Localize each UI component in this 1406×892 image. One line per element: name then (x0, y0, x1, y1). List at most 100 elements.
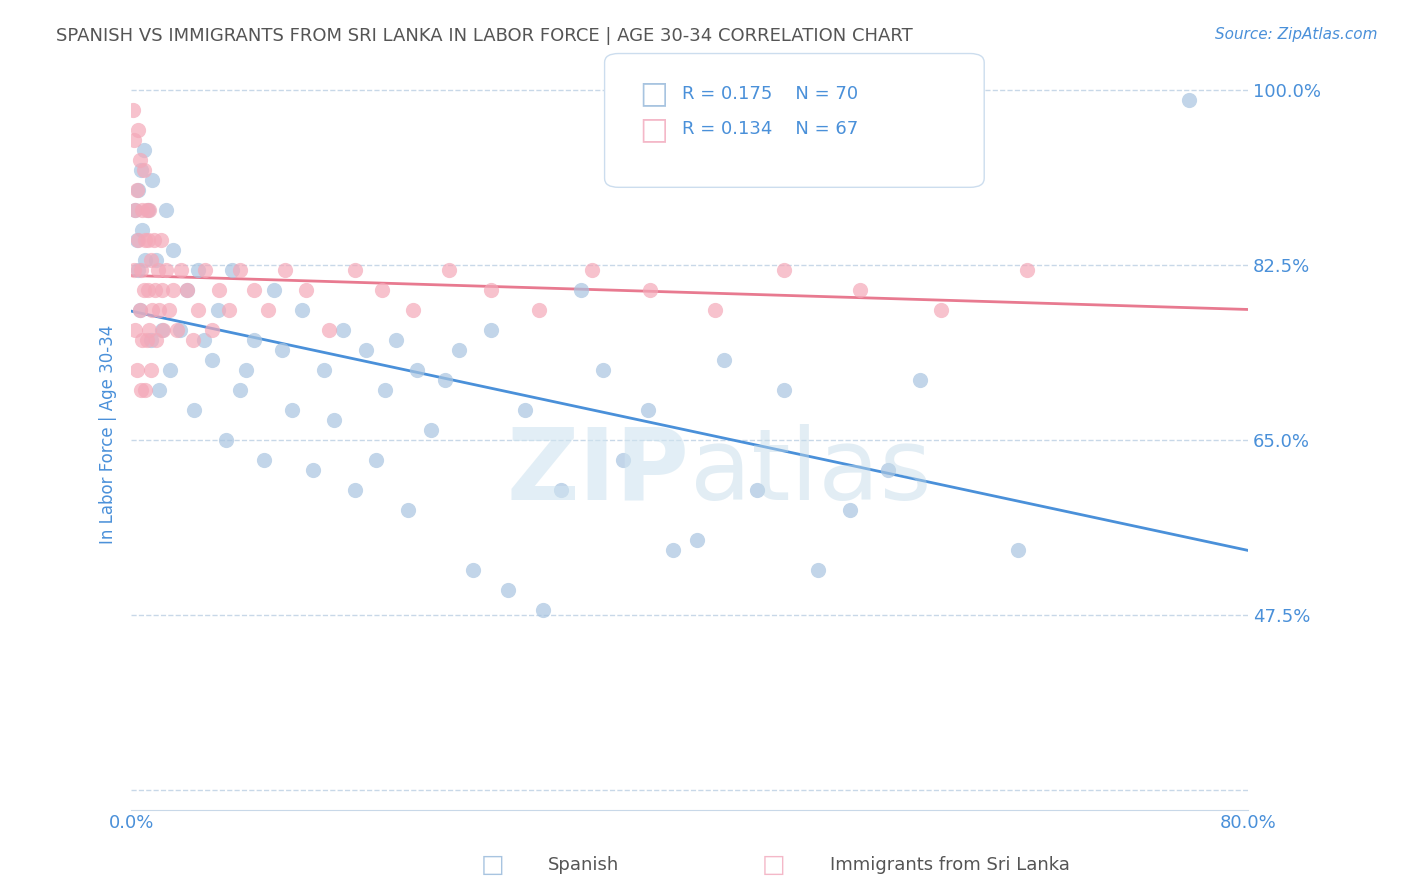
Point (439, 262, 461, 277)
Point (176, 283, 198, 297)
Point (592, 362, 614, 376)
Point (162, 283, 184, 297)
Point (257, 302, 280, 317)
Point (122, 132, 145, 146)
Point (640, 283, 662, 297)
Point (127, 262, 149, 277)
Point (807, 563, 830, 577)
Point (138, 322, 160, 336)
Point (449, 343, 471, 357)
Text: atlas: atlas (689, 424, 931, 521)
Point (312, 362, 335, 376)
Text: Spanish: Spanish (548, 856, 620, 874)
Point (139, 362, 162, 376)
Point (149, 233, 172, 247)
Point (145, 333, 167, 347)
Point (685, 533, 707, 547)
Point (128, 302, 150, 317)
Text: □: □ (762, 854, 785, 877)
Point (612, 452, 634, 467)
Point (318, 322, 340, 336)
Point (294, 283, 316, 297)
Point (550, 483, 572, 497)
Point (142, 233, 165, 247)
Y-axis label: In Labor Force | Age 30-34: In Labor Force | Age 30-34 (100, 325, 117, 544)
Point (908, 373, 931, 387)
Point (152, 322, 174, 336)
Point (371, 283, 394, 297)
Point (127, 233, 149, 247)
Point (136, 233, 159, 247)
Point (229, 383, 252, 397)
Point (201, 352, 224, 367)
Text: R = 0.134    N = 67: R = 0.134 N = 67 (682, 120, 858, 138)
Point (138, 202, 160, 217)
Point (396, 502, 419, 516)
Point (531, 602, 554, 616)
Point (125, 183, 148, 197)
Point (479, 322, 502, 336)
Point (155, 262, 177, 277)
Point (243, 283, 266, 297)
Point (136, 283, 159, 297)
Point (129, 162, 152, 177)
Point (263, 283, 285, 297)
Point (929, 302, 952, 317)
Point (207, 302, 229, 317)
Point (569, 283, 592, 297)
Point (208, 283, 231, 297)
Point (745, 483, 768, 497)
Point (281, 402, 304, 417)
Point (132, 283, 155, 297)
Point (301, 462, 323, 476)
Point (131, 222, 153, 236)
Text: ZIP: ZIP (506, 424, 689, 521)
Point (162, 243, 184, 257)
Point (124, 202, 146, 217)
Point (406, 362, 429, 376)
Point (479, 283, 502, 297)
Point (243, 333, 266, 347)
Point (374, 383, 396, 397)
Point (135, 333, 157, 347)
Point (1007, 542, 1029, 557)
Point (229, 262, 252, 277)
Point (496, 582, 519, 597)
Point (235, 362, 257, 376)
Text: □: □ (640, 115, 669, 144)
Point (364, 452, 387, 467)
Point (121, 103, 143, 117)
Point (773, 262, 796, 277)
Point (134, 252, 156, 267)
Point (187, 302, 209, 317)
Point (322, 412, 344, 426)
Text: SPANISH VS IMMIGRANTS FROM SRI LANKA IN LABOR FORCE | AGE 30-34 CORRELATION CHAR: SPANISH VS IMMIGRANTS FROM SRI LANKA IN … (56, 27, 912, 45)
Point (166, 322, 188, 336)
Point (434, 373, 457, 387)
Point (662, 542, 685, 557)
Point (134, 383, 156, 397)
Point (274, 262, 297, 277)
Point (122, 262, 145, 277)
Point (139, 252, 162, 267)
Point (527, 302, 550, 317)
Point (136, 202, 159, 217)
Point (146, 262, 169, 277)
Point (773, 383, 796, 397)
Point (139, 333, 162, 347)
Text: Source: ZipAtlas.com: Source: ZipAtlas.com (1215, 27, 1378, 42)
Point (131, 333, 153, 347)
Point (343, 483, 366, 497)
Point (135, 202, 157, 217)
Point (169, 322, 191, 336)
Point (150, 283, 173, 297)
Point (513, 402, 536, 417)
Point (581, 262, 603, 277)
Point (402, 302, 425, 317)
Point (876, 462, 898, 476)
Point (129, 383, 152, 397)
Point (125, 362, 148, 376)
Point (125, 233, 148, 247)
Point (148, 302, 170, 317)
Point (176, 283, 198, 297)
